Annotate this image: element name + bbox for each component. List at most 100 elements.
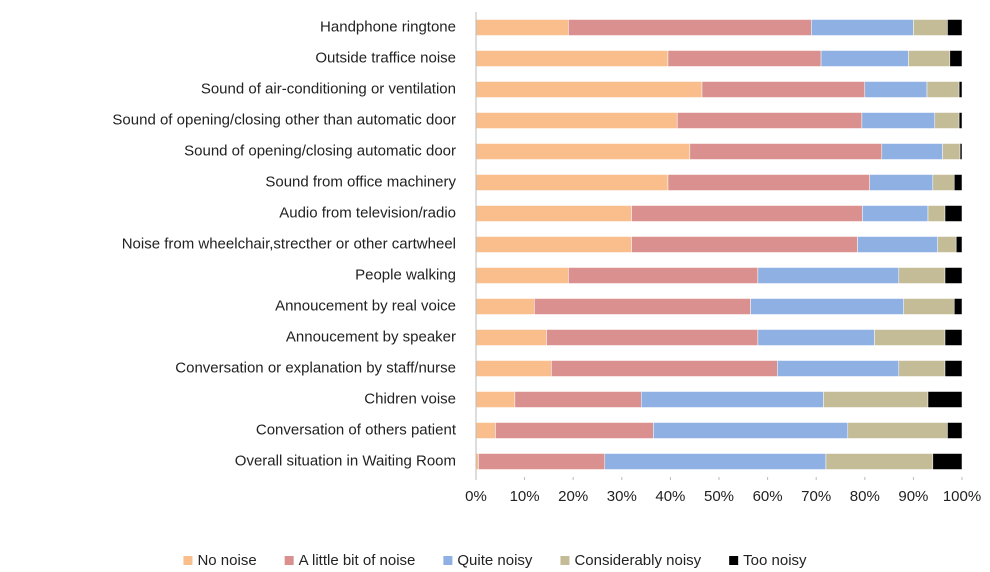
bar-segment — [777, 360, 900, 377]
legend-swatch — [284, 556, 294, 565]
x-tick-label: 50% — [704, 488, 734, 505]
bar-segment — [604, 453, 827, 470]
category-label: Chidren voise — [364, 390, 456, 407]
category-label: Handphone ringtone — [320, 18, 456, 35]
bar-segment — [862, 205, 929, 222]
bar-segment — [869, 174, 934, 191]
x-tick-label: 0% — [465, 488, 487, 505]
bar-segment — [667, 50, 822, 67]
bar-segment — [475, 267, 569, 284]
bar-segment — [927, 391, 963, 408]
legend-label: Considerably noisy — [574, 552, 701, 569]
bar-segment — [475, 329, 547, 346]
category-label: Conversation or explanation by staff/nur… — [175, 359, 456, 376]
bar-segment — [953, 174, 963, 191]
x-tick-label: 90% — [898, 488, 928, 505]
bar-segment — [750, 298, 904, 315]
bar-segment — [568, 267, 759, 284]
bar-segment — [475, 236, 632, 253]
bar-segment — [475, 143, 691, 160]
bar-segment — [478, 453, 606, 470]
category-label: Sound of opening/closing other than auto… — [112, 111, 456, 128]
bar-segment — [534, 298, 751, 315]
legend-label: Quite noisy — [457, 552, 533, 569]
bar-segment — [927, 205, 946, 222]
bar-segment — [631, 236, 858, 253]
bar-segment — [944, 205, 963, 222]
bar-segment — [944, 267, 963, 284]
bar-segment — [689, 143, 883, 160]
bar-segment — [631, 205, 863, 222]
bar-segment — [947, 19, 963, 36]
bar-segment — [757, 267, 900, 284]
bar-segment — [932, 174, 955, 191]
category-label: Outside traffice noise — [315, 49, 456, 66]
legend-swatch — [729, 556, 739, 565]
category-label: Noise from wheelchair,strecther or other… — [122, 235, 456, 252]
x-tick-label: 100% — [943, 488, 981, 505]
bar-segment — [908, 50, 951, 67]
bar-segment — [898, 267, 946, 284]
bar-segment — [546, 329, 759, 346]
bar-segment — [667, 174, 870, 191]
bar-segment — [944, 329, 963, 346]
bar-segment — [475, 205, 632, 222]
bar-segment — [495, 422, 654, 439]
bar-segment — [475, 360, 552, 377]
bar-segment — [874, 329, 946, 346]
category-label: Overall situation in Waiting Room — [235, 452, 456, 469]
bar-segment — [944, 360, 963, 377]
legend-label: Too noisy — [743, 552, 807, 569]
bar-segment — [825, 453, 934, 470]
bar-segment — [926, 81, 960, 98]
category-label: Sound from office machinery — [265, 173, 456, 190]
bar-segment — [475, 50, 669, 67]
bar-segment — [958, 112, 963, 129]
bar-segment — [881, 143, 943, 160]
bar-segment — [823, 391, 929, 408]
category-label: Audio from television/radio — [279, 204, 456, 221]
bar-segment — [475, 19, 569, 36]
bar-segment — [475, 112, 678, 129]
x-tick-label: 80% — [850, 488, 880, 505]
bar-segment — [913, 19, 948, 36]
bar-segment — [898, 360, 946, 377]
legend-label: A little bit of noise — [299, 552, 416, 569]
category-label: Sound of air-conditioning or ventilation — [201, 80, 456, 97]
bar-segment — [847, 422, 948, 439]
bar-segment — [640, 391, 824, 408]
bar-segment — [475, 298, 535, 315]
x-tick-label: 10% — [510, 488, 540, 505]
bar-segment — [958, 81, 963, 98]
bar-segment — [949, 50, 963, 67]
bar-segment — [820, 50, 909, 67]
x-tick-label: 70% — [801, 488, 831, 505]
bar-segment — [959, 143, 963, 160]
bar-segment — [568, 19, 812, 36]
bar-segment — [857, 236, 938, 253]
bar-segment — [861, 112, 936, 129]
bar-segment — [811, 19, 914, 36]
bar-segment — [942, 143, 961, 160]
bar-segment — [475, 81, 703, 98]
legend-label: No noise — [197, 552, 256, 569]
category-label: Annoucement by real voice — [275, 297, 456, 314]
category-label: Annoucement by speaker — [286, 328, 456, 345]
legend-swatch — [560, 556, 570, 565]
x-tick-label: 60% — [753, 488, 783, 505]
bar-segment — [937, 236, 957, 253]
legend-swatch — [443, 556, 453, 565]
bar-segment — [475, 422, 496, 439]
bar-segment — [955, 236, 963, 253]
bar-segment — [757, 329, 875, 346]
bar-segment — [676, 112, 863, 129]
bar-segment — [475, 174, 669, 191]
category-label: Sound of opening/closing automatic door — [184, 142, 456, 159]
bar-segment — [932, 453, 963, 470]
bar-segment — [953, 298, 963, 315]
bar-segment — [947, 422, 963, 439]
bar-segment — [903, 298, 955, 315]
bar-segment — [864, 81, 928, 98]
category-label: People walking — [355, 266, 456, 283]
